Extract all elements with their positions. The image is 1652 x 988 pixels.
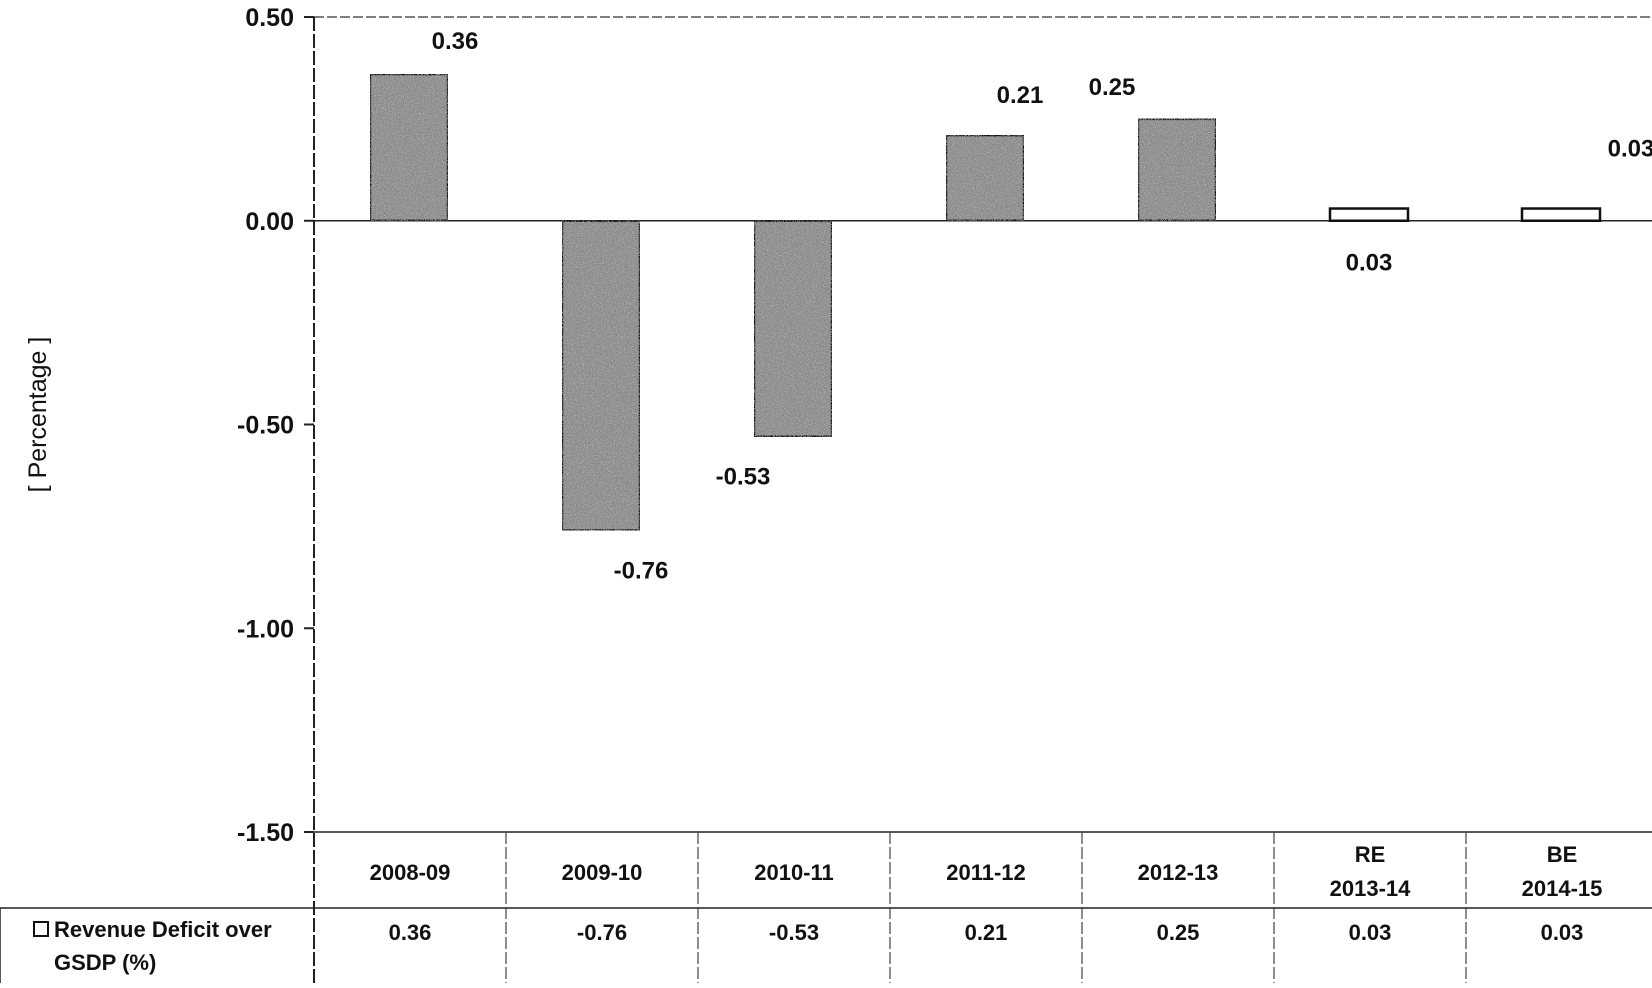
table-value-cell: 0.03 [1541, 920, 1584, 945]
bar-2009-10 [560, 219, 642, 532]
data-label: 0.36 [432, 28, 479, 55]
bars-layer [368, 72, 1602, 532]
y-axis-title: [ Percentage ] [24, 337, 52, 493]
bar-2011-12 [944, 133, 1026, 222]
y-tick-label: 0.50 [245, 4, 294, 32]
axes-layer: 0.50 0.00 -0.50 -1.00 -1.50 [ Percentage ] [24, 4, 1652, 983]
x-category-label: 2008-09 [370, 860, 451, 885]
bar-be-2014-15 [1520, 207, 1602, 222]
y-tick-label: 0.00 [245, 208, 294, 236]
y-tick-label: -0.50 [237, 412, 294, 440]
bar-2008-09 [368, 72, 450, 222]
table-value-cell: -0.53 [769, 920, 819, 945]
x-category-label: 2010-11 [754, 860, 834, 885]
x-category-label: RE 2013-14 [1330, 842, 1412, 901]
bar-2010-11 [752, 219, 834, 438]
legend-series-name: Revenue Deficit over GSDP (%) [54, 917, 272, 975]
table-value-cell: 0.21 [965, 920, 1008, 945]
data-label: 0.03 [1608, 136, 1652, 163]
legend-key-swatch [33, 921, 49, 937]
table-value-cell: 0.36 [389, 920, 432, 945]
data-label: -0.53 [716, 464, 771, 491]
data-label: 0.21 [997, 82, 1044, 109]
labels-layer: 0.36 -0.76 -0.53 0.21 0.25 0.03 0.03 [432, 28, 1652, 584]
y-tick-label: -1.00 [237, 615, 294, 643]
x-category-label: 2009-10 [562, 860, 643, 885]
table-value-cell: 0.25 [1157, 920, 1200, 945]
table-value-cell: 0.03 [1349, 920, 1392, 945]
data-label: 0.03 [1346, 250, 1393, 277]
x-category-label: 2012-13 [1138, 860, 1219, 885]
data-label: 0.25 [1089, 74, 1136, 101]
bar-re-2013-14 [1328, 207, 1410, 222]
data-label: -0.76 [614, 557, 669, 584]
x-category-label: BE 2014-15 [1522, 842, 1603, 901]
bar-2012-13 [1136, 117, 1218, 222]
data-table: 2008-09 0.36 2009-10 -0.76 2010-11 -0.53 2011-… [0, 831, 1652, 983]
x-category-label: 2011-12 [946, 860, 1026, 885]
y-tick-label: -1.50 [237, 819, 294, 847]
table-value-cell: -0.76 [577, 920, 627, 945]
